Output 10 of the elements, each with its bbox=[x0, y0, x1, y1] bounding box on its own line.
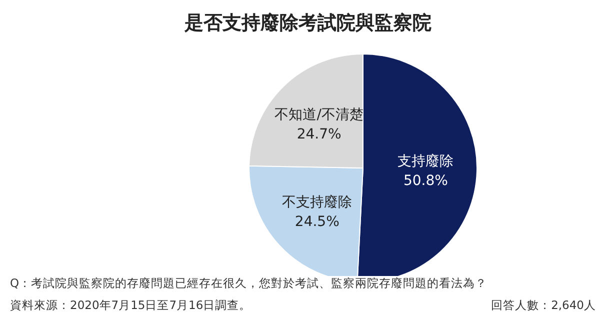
slice-label: 不支持廢除 bbox=[282, 194, 352, 211]
source-note: 資料來源：2020年7月15日至7月16日調查。 bbox=[10, 298, 252, 313]
slice-label: 支持廢除 bbox=[398, 153, 454, 170]
data-label: 50.8% bbox=[403, 172, 448, 189]
chart-title: 是否支持廢除考試院與監察院 bbox=[184, 11, 432, 36]
slice-label: 不知道/不清楚 bbox=[274, 107, 364, 124]
data-label: 24.7% bbox=[296, 126, 342, 143]
text: 回答人數：2,640人 bbox=[491, 298, 596, 313]
data-label: 24.5% bbox=[294, 214, 340, 230]
text: Q：考試院與監察院的存廢問題已經存在很久，您對於考試、監察兩院存廢問題的看法為？ bbox=[10, 276, 488, 291]
